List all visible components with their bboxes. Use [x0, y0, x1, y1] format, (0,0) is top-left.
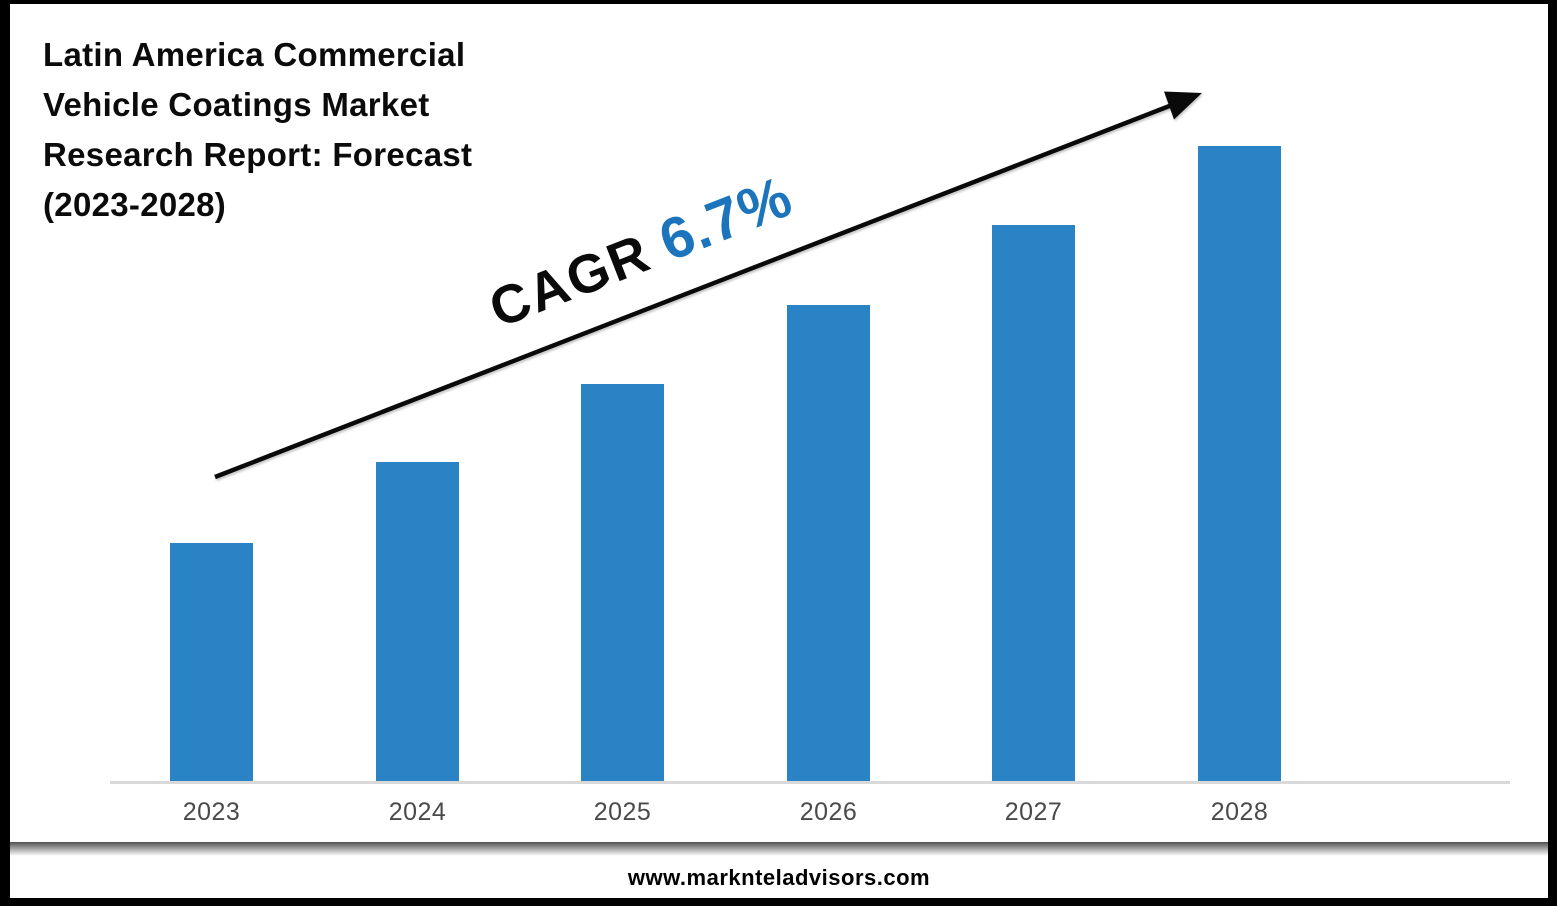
bar-2028: [1198, 146, 1281, 781]
canvas: Latin America Commercial Vehicle Coating…: [10, 4, 1548, 898]
x-axis-label-2024: 2024: [388, 798, 447, 826]
bar-2023: [170, 543, 253, 781]
x-axis-label-2023: 2023: [182, 798, 241, 826]
bar-2027: [992, 225, 1075, 781]
trend-arrow-line: [214, 102, 1173, 480]
trend-arrowhead-icon: [1164, 91, 1202, 120]
bar-2024: [376, 462, 459, 781]
trend-arrow: [214, 91, 1202, 480]
footer: www.marknteladvisors.com: [10, 858, 1548, 898]
x-axis-label-2025: 2025: [593, 798, 652, 826]
footer-divider: [10, 842, 1548, 856]
bar-chart: CAGR6.7% 2023 2024 2025 2026 2027 2028: [10, 4, 1548, 898]
bar-2026: [787, 305, 870, 781]
page-title: Latin America Commercial Vehicle Coating…: [43, 36, 473, 223]
x-axis-label-2028: 2028: [1210, 798, 1269, 826]
bar-2025: [581, 384, 664, 781]
x-axis-label-2027: 2027: [1004, 798, 1063, 826]
x-axis-line: [110, 781, 1510, 784]
x-axis-label-2026: 2026: [799, 798, 858, 826]
website-text: www.marknteladvisors.com: [627, 865, 931, 890]
